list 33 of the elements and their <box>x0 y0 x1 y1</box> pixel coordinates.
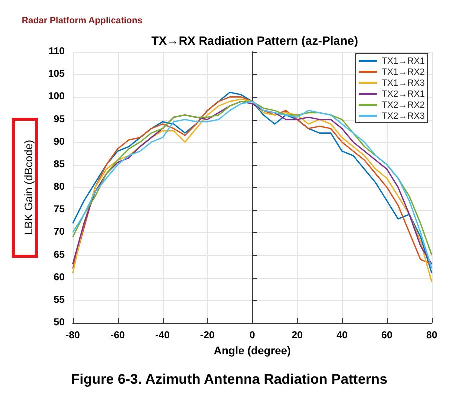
y-axis-title: LBK Gain (dBcode) <box>24 140 36 235</box>
caption: Figure 6-3. Azimuth Antenna Radiation Patterns <box>71 371 388 387</box>
legend-label: TX2→RX3 <box>382 111 425 121</box>
y-tick-label: 85 <box>54 159 66 170</box>
legend-label: TX1→RX3 <box>382 78 425 88</box>
y-tick-label: 70 <box>54 227 66 238</box>
x-tick-label: 0 <box>250 330 256 342</box>
y-tick-label: 65 <box>54 250 66 261</box>
legend-label: TX2→RX2 <box>382 100 425 110</box>
legend-label: TX1→RX2 <box>382 67 425 77</box>
legend-label: TX2→RX1 <box>382 89 425 99</box>
x-axis-title: Angle (degree) <box>214 345 292 358</box>
x-tick-label: -20 <box>200 330 216 342</box>
chart-title: TX→RX Radiation Pattern (az-Plane) <box>152 34 358 48</box>
y-tick-label: 95 <box>54 114 66 126</box>
y-tick-label: 80 <box>54 182 66 193</box>
y-tick-label: 105 <box>48 69 66 80</box>
y-tick-label: 100 <box>48 92 66 103</box>
x-tick-label: -60 <box>110 330 126 342</box>
x-tick-label: 60 <box>382 330 394 342</box>
y-tick-label: 75 <box>54 204 66 216</box>
y-tick-label: 110 <box>48 46 66 58</box>
legend-label: TX1→RX1 <box>382 56 425 66</box>
x-tick-label: 80 <box>426 330 438 342</box>
x-tick-label: -40 <box>156 330 170 342</box>
text: Radar Platform Applications <box>22 16 143 26</box>
x-tick-label: 20 <box>292 330 304 342</box>
x-tick-label: 40 <box>336 330 348 342</box>
y-tick-label: 60 <box>54 272 66 284</box>
y-tick-label: 55 <box>54 294 66 306</box>
y-tick-label: 90 <box>54 136 66 148</box>
x-tick-label: -80 <box>66 330 81 342</box>
y-tick-label: 50 <box>54 318 66 328</box>
